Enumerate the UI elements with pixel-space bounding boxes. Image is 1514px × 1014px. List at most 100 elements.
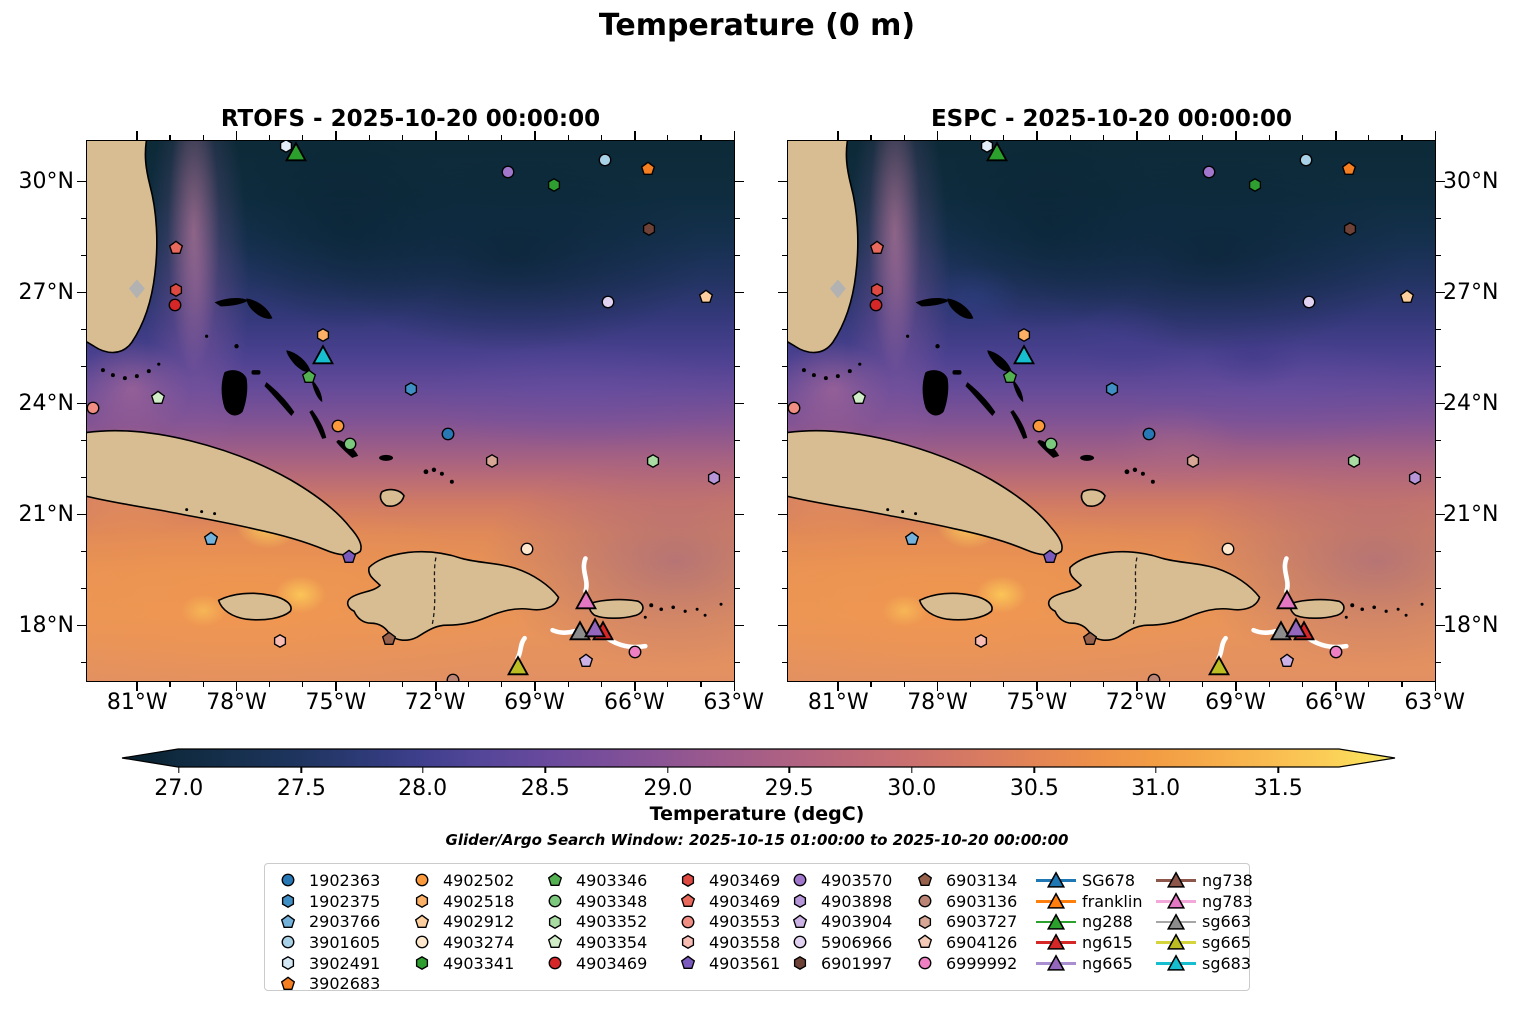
- legend-entry-sg665: sg665: [1156, 932, 1253, 953]
- major-tick: [634, 131, 636, 140]
- hexagon-legend-marker-icon: [791, 954, 809, 972]
- minor-tick: [735, 365, 740, 367]
- lon-tick-label: 72°W: [404, 690, 466, 715]
- argo-marker-3902491: [978, 141, 1000, 159]
- legend-entry-ng665: ng665: [1036, 953, 1142, 974]
- argo-marker-4903341: [545, 176, 567, 198]
- colorbar-tick-labels: 27.0 27.5 28.0 28.5 29.0 29.5 30.0 30.5 31.0 31.5: [120, 776, 1397, 802]
- major-tick: [735, 180, 744, 183]
- legend-label: 6903727: [946, 912, 1018, 932]
- legend-label: 6903134: [946, 870, 1018, 890]
- argo-marker-4902518: [1015, 326, 1037, 348]
- circle-legend-marker-icon: [546, 892, 564, 910]
- legend-label: 4903469: [709, 891, 781, 911]
- argo-marker-4903354: [850, 389, 872, 411]
- argo-marker-3901605: [1297, 151, 1319, 173]
- major-tick: [235, 131, 238, 140]
- argo-marker-4903274: [518, 540, 540, 562]
- colorbar-tick: [1277, 767, 1279, 773]
- legend-label: 4902912: [443, 912, 515, 932]
- argo-marker-2903766: [202, 530, 224, 552]
- colorbar: [120, 748, 1397, 768]
- legend-entry-6901997: 6901997: [791, 953, 892, 974]
- legend-entry-4903570: 4903570: [791, 870, 892, 891]
- major-tick: [77, 291, 86, 294]
- colorbar-label: Temperature (degC): [649, 803, 865, 825]
- hexagon-legend-marker-icon: [413, 954, 431, 972]
- major-tick: [733, 131, 736, 140]
- legend-entry-5906966: 5906966: [791, 932, 892, 953]
- minor-tick: [567, 682, 569, 687]
- minor-tick: [700, 682, 702, 687]
- argo-marker-4902912: [697, 288, 719, 310]
- colorbar-tick-label: 27.5: [276, 776, 326, 801]
- minor-tick: [903, 682, 905, 687]
- legend-entry-sg663: sg663: [1156, 911, 1253, 932]
- major-tick: [778, 291, 787, 294]
- pentagon-legend-marker-icon: [916, 933, 934, 951]
- argo-marker-4903904: [1278, 652, 1300, 674]
- minor-tick: [735, 476, 740, 478]
- argo-marker-4903348: [1042, 435, 1064, 457]
- legend-label: 4903348: [576, 891, 648, 911]
- minor-tick: [302, 682, 304, 687]
- legend-label: ng783: [1202, 891, 1253, 911]
- panel-title-espc: ESPC - 2025-10-20 00:00:00: [930, 106, 1293, 132]
- hexagon-legend-marker-icon: [679, 871, 697, 889]
- minor-tick: [970, 682, 972, 687]
- colorbar-tick-label: 28.0: [398, 776, 448, 801]
- glider-marker-ng783: [575, 589, 598, 611]
- glider-legend-marker-icon: [1036, 892, 1076, 910]
- lat-tick-label: 18°N: [18, 613, 74, 639]
- panel-title-rtofs: RTOFS - 2025-10-20 00:00:00: [220, 106, 601, 132]
- pentagon-legend-marker-icon: [791, 913, 809, 931]
- lon-tick-label: 69°W: [1205, 690, 1266, 715]
- minor-tick: [667, 682, 669, 687]
- legend-entry-6999992: 6999992: [916, 953, 1017, 974]
- minor-tick: [1268, 682, 1270, 687]
- legend-entry-1902363: 1902363: [279, 870, 380, 891]
- legend-label: sg665: [1202, 932, 1252, 952]
- legend-entry-4903354: 4903354: [546, 932, 647, 953]
- argo-marker-3902491: [277, 141, 299, 159]
- legend-entry-4903352: 4903352: [546, 911, 647, 932]
- legend-entry-4903904: 4903904: [791, 911, 892, 932]
- argo-marker-4902502: [1030, 417, 1052, 439]
- argo-marker-4903469: [166, 296, 188, 318]
- glider-marker-ng665: [1285, 616, 1308, 639]
- legend-entry-4903341: 4903341: [413, 953, 514, 974]
- legend-entry-franklin: franklin: [1036, 891, 1142, 912]
- minor-tick: [1301, 682, 1304, 687]
- glider-legend-marker-icon: [1036, 954, 1076, 972]
- legend-label: 4903561: [709, 953, 781, 973]
- colorbar-tick: [1154, 767, 1157, 773]
- major-tick: [335, 131, 337, 140]
- legend-label: 6904126: [946, 932, 1018, 952]
- argo-marker-6903727: [1184, 452, 1206, 474]
- legend-label: 5906966: [821, 932, 893, 952]
- lon-tick-label: 72°W: [1105, 690, 1167, 715]
- argo-marker-4903561: [1041, 548, 1063, 570]
- legend-label: 4902518: [443, 891, 515, 911]
- minor-tick: [169, 682, 171, 687]
- lat-tick-label: 30°N: [1443, 168, 1499, 194]
- glider-marker-sg663: [569, 620, 592, 642]
- legend-entry-4903561: 4903561: [679, 953, 780, 974]
- lon-tick-label: 75°W: [1006, 690, 1068, 715]
- argo-marker-1902363: [439, 425, 461, 447]
- lon-tick-label: 81°W: [807, 690, 869, 715]
- minor-tick: [735, 254, 740, 256]
- argo-marker-4902912: [1398, 288, 1420, 310]
- legend-label: ng615: [1082, 932, 1133, 952]
- legend-label: ng665: [1082, 953, 1133, 973]
- minor-tick: [202, 682, 204, 687]
- colorbar-tick-label: 29.0: [643, 776, 693, 801]
- colorbar-tick-label: 31.0: [1131, 776, 1181, 801]
- legend-column: 4902502 4902518 4902912 4903274 4903341: [413, 870, 514, 973]
- legend: 1902363 1902375 2903766 3901605 3902491 39026…: [264, 863, 1253, 993]
- argo-marker-6903727: [483, 452, 505, 474]
- circle-legend-marker-icon: [279, 933, 297, 951]
- major-tick: [1335, 131, 1337, 140]
- major-tick: [77, 513, 86, 516]
